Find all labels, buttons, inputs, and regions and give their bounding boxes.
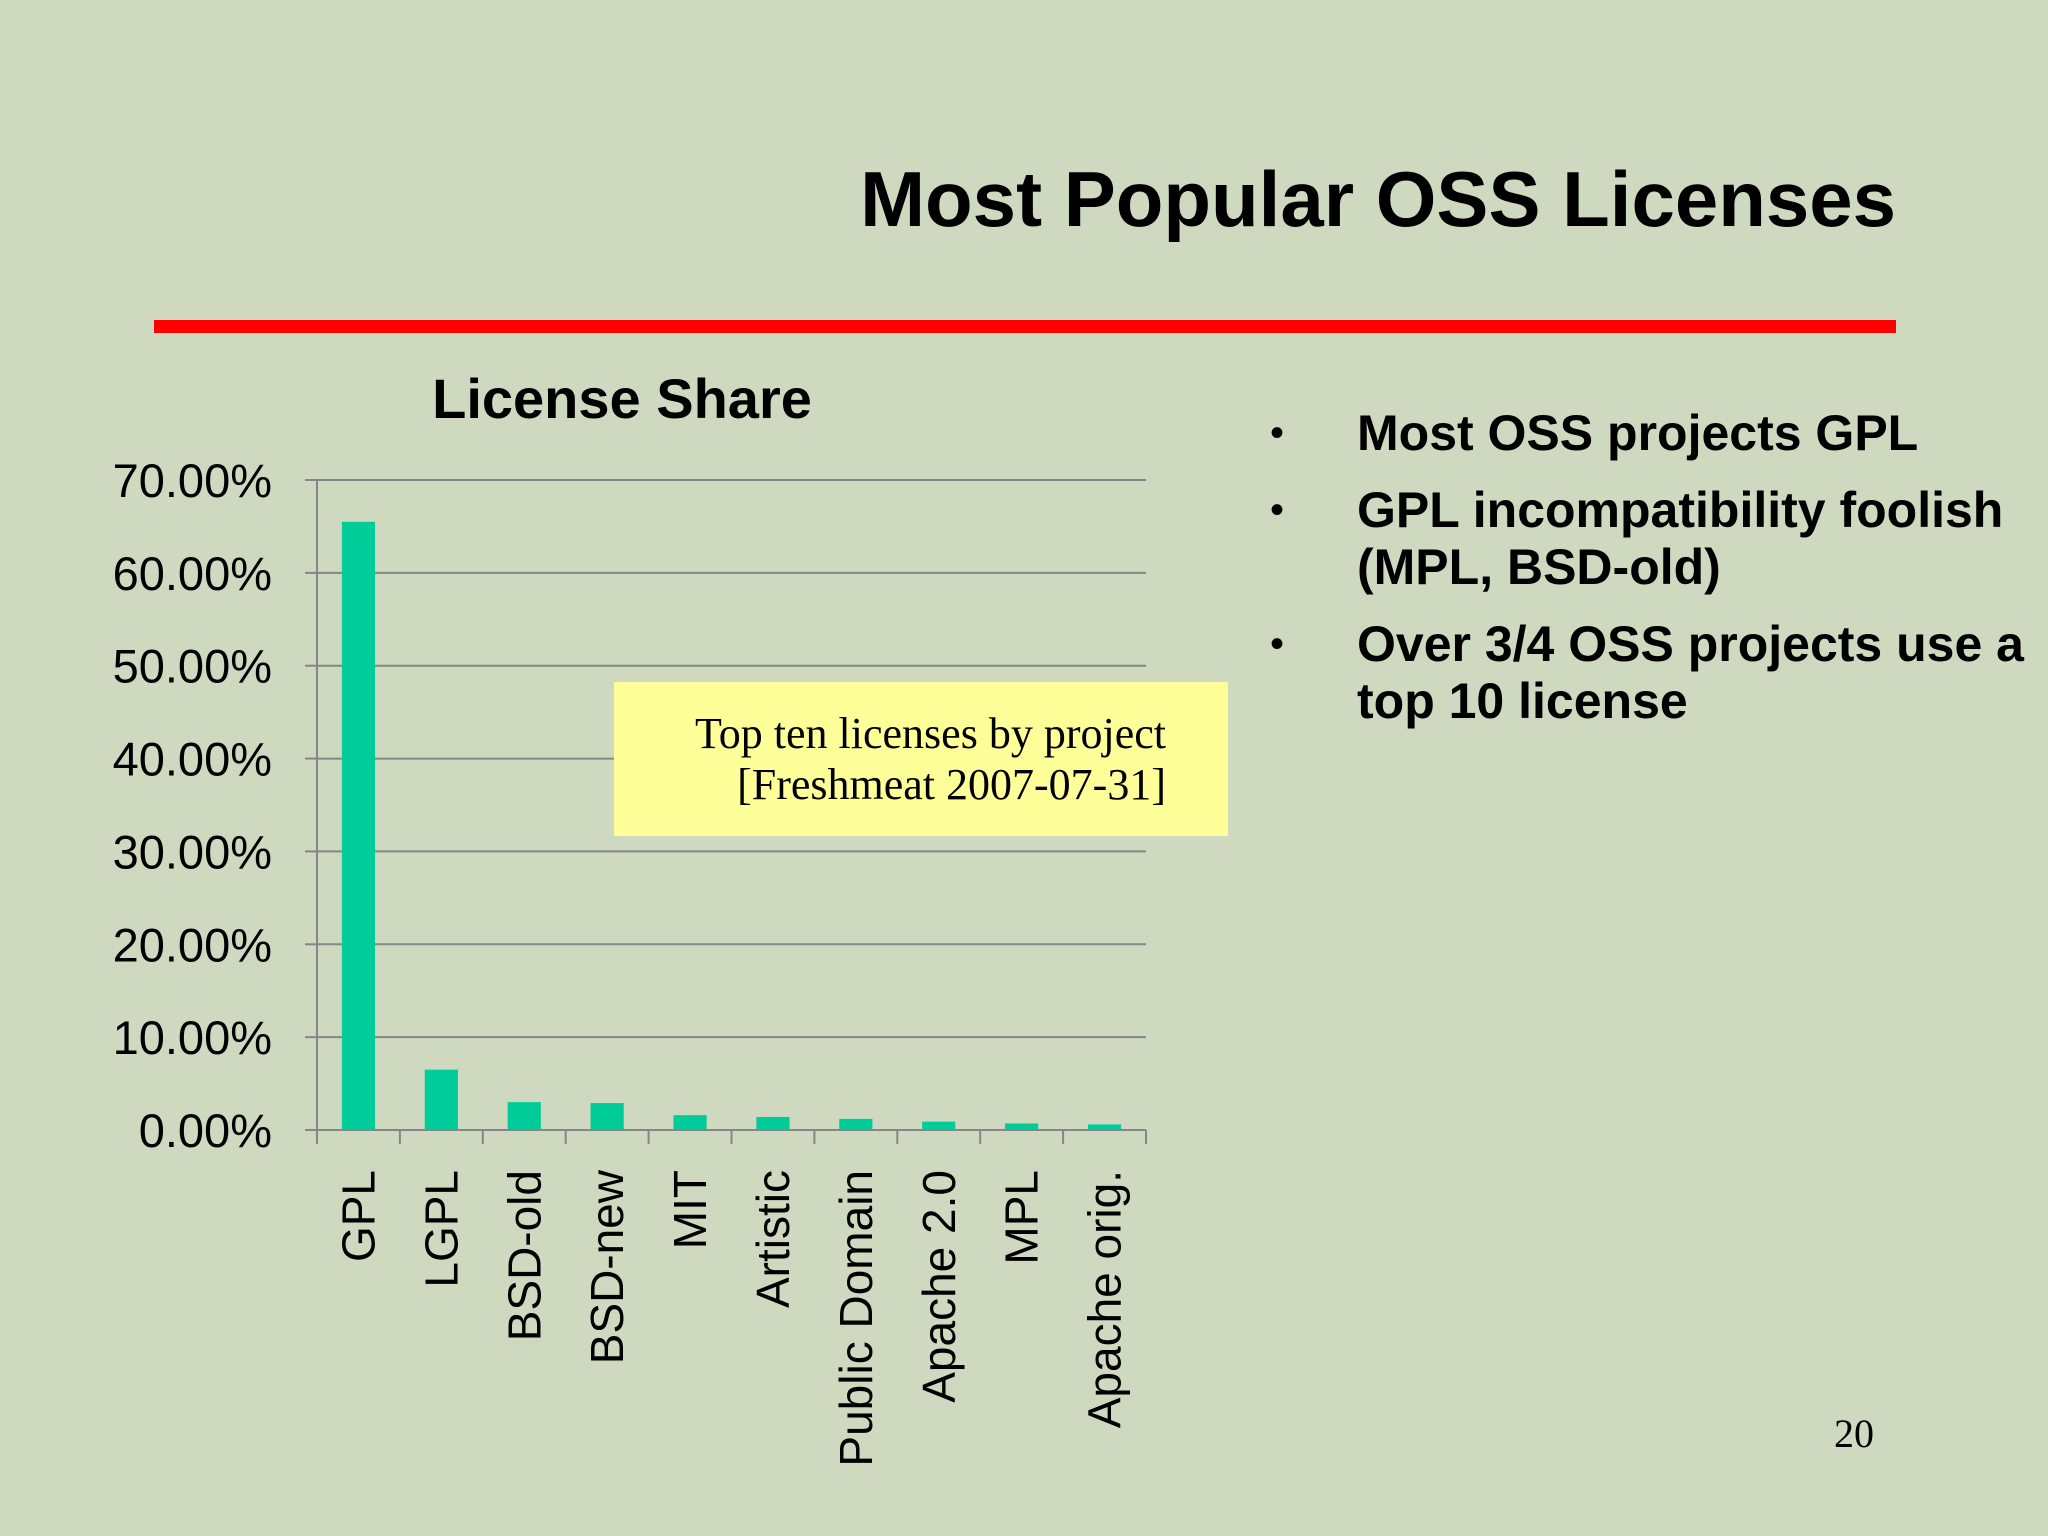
x-category-label: LGPL [415,1170,467,1288]
x-category-label: MPL [996,1170,1048,1265]
bar [1087,1124,1122,1130]
y-tick-label: 60.00% [113,547,272,600]
y-tick-label: 20.00% [113,918,272,971]
bullet-text: Over 3/4 OSS projects use a top 10 licen… [1357,616,2024,729]
annotation-line-1: Top ten licenses by project [694,709,1166,758]
bar [756,1117,790,1130]
x-category-label: GPL [332,1170,384,1262]
bars [341,521,1122,1130]
bar [1005,1123,1039,1130]
axes [305,479,1147,1144]
x-category-label: MIT [664,1170,716,1249]
bar [341,521,376,1130]
x-category-label: Apache 2.0 [913,1170,965,1403]
y-tick-label: 50.00% [113,640,272,693]
annotation-box: Top ten licenses by project [Freshmeat 2… [614,682,1228,836]
chart-title: License Share [432,367,812,430]
bullet-icon: • [1270,488,1285,532]
bullet-item: • Most OSS projects GPL [1270,405,2030,462]
page-number: 20 [1834,1411,1874,1456]
bullet-text: GPL incompatibility foolish (MPL, BSD-ol… [1357,482,2004,595]
annotation-line-2: [Freshmeat 2007-07-31] [737,760,1166,809]
bar [590,1103,624,1130]
x-axis-labels: GPL LGPL BSD-old BSD-new MIT Artistic Public D… [332,1169,1130,1466]
y-tick-label: 10.00% [113,1011,272,1064]
bullet-item: • Over 3/4 OSS projects use a top 10 lice… [1270,616,2030,730]
x-category-label: BSD-new [581,1169,633,1364]
x-category-label: Artistic [747,1170,799,1308]
bullet-icon: • [1270,411,1285,455]
y-tick-label: 0.00% [139,1104,272,1157]
x-category-label: BSD-old [498,1170,550,1341]
bar [839,1118,873,1130]
slide-title: Most Popular OSS Licenses [860,155,1896,243]
bullet-text: Most OSS projects GPL [1357,405,1919,461]
bar [673,1115,707,1130]
bar [424,1069,458,1130]
bullet-item: • GPL incompatibility foolish (MPL, BSD-o… [1270,482,2030,596]
x-category-label: Apache orig. [1079,1170,1131,1428]
x-category-label: Public Domain [830,1170,882,1467]
y-tick-label: 30.00% [113,825,272,878]
bullet-list: • Most OSS projects GPL • GPL incompatibil… [1270,405,2030,750]
y-axis-ticks: 0.00% 10.00% 20.00% 30.00% 40.00% 50.00% 60.00… [113,454,272,1157]
y-tick-label: 40.00% [113,733,272,786]
bar [922,1121,956,1130]
bar [507,1102,541,1130]
y-tick-label: 70.00% [113,454,272,507]
title-rule [154,320,1896,333]
bullet-icon: • [1270,622,1285,666]
